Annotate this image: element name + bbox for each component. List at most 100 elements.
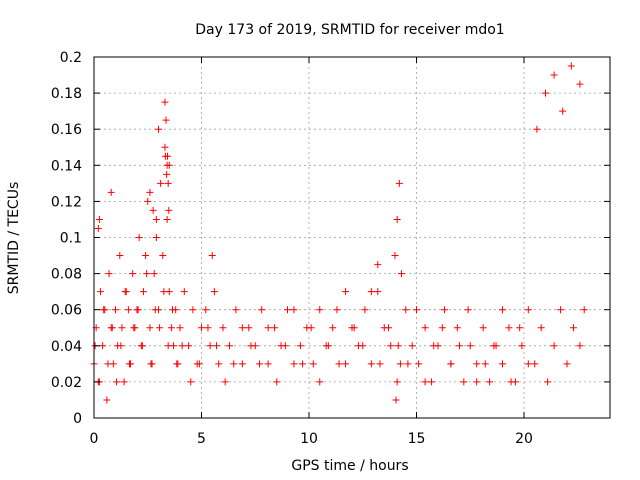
data-point (187, 378, 195, 386)
data-point (162, 116, 170, 124)
data-point (518, 342, 526, 350)
data-point (134, 306, 142, 314)
data-point (537, 324, 545, 332)
y-tick-label: 0.18 (51, 86, 82, 102)
data-point (95, 215, 103, 223)
data-point (135, 234, 143, 241)
data-point (533, 125, 541, 133)
data-point (189, 306, 197, 314)
data-point (143, 270, 151, 278)
data-point (296, 342, 304, 350)
data-point (180, 288, 188, 296)
data-point (247, 342, 255, 350)
data-point (559, 107, 567, 115)
data-point (215, 360, 223, 368)
data-point (415, 360, 423, 368)
data-point (163, 215, 171, 223)
data-point (440, 306, 448, 314)
data-point (120, 378, 128, 386)
data-point (342, 360, 350, 368)
data-point (164, 342, 172, 350)
data-point (524, 360, 532, 368)
data-point (544, 378, 552, 386)
data-point (557, 306, 565, 314)
y-tick-label: 0.08 (51, 267, 82, 283)
data-point (232, 306, 240, 314)
data-point (550, 71, 558, 79)
data-point (146, 188, 154, 196)
data-point (396, 360, 404, 368)
data-point (516, 324, 524, 332)
data-point (393, 378, 401, 386)
y-tick-label: 0 (73, 411, 82, 427)
data-point (219, 324, 227, 332)
data-point (94, 224, 102, 232)
data-point (142, 252, 150, 260)
data-point (198, 324, 205, 332)
data-point (290, 306, 298, 314)
data-point (576, 80, 584, 88)
data-point (221, 378, 229, 386)
data-point (284, 306, 291, 314)
data-point (367, 288, 375, 296)
x-tick-label: 15 (408, 431, 426, 447)
data-point (542, 89, 549, 97)
data-point (138, 342, 146, 350)
data-point (117, 342, 125, 350)
data-point (164, 179, 172, 187)
data-point (387, 342, 395, 350)
data-point (393, 215, 401, 223)
data-point (264, 360, 272, 368)
data-point (168, 306, 176, 314)
y-tick-label: 0.02 (51, 375, 82, 391)
data-point (225, 342, 233, 350)
data-point (161, 98, 169, 106)
data-point (165, 206, 173, 214)
data-point (230, 360, 238, 368)
data-point (118, 324, 126, 332)
data-point (374, 261, 382, 269)
axis-ticks: 0 0.02 0.04 0.06 0.08 0.1 0.12 0.14 0.16 0.18 0.2 0… (51, 50, 610, 447)
data-point (163, 170, 171, 178)
data-point (385, 324, 393, 332)
data-point (524, 306, 532, 314)
data-point (453, 324, 461, 332)
data-points (90, 62, 588, 404)
data-point (210, 288, 218, 296)
data-point (173, 360, 181, 368)
data-point (130, 324, 138, 332)
data-point (456, 342, 463, 350)
y-tick-label: 0.06 (51, 303, 82, 319)
data-point (121, 288, 129, 296)
data-point (151, 306, 159, 314)
data-point (108, 324, 116, 332)
data-point (238, 360, 246, 368)
data-point (394, 342, 402, 350)
data-point (124, 306, 132, 314)
data-point (104, 360, 112, 368)
data-point (307, 324, 315, 332)
data-point (576, 342, 584, 350)
data-point (447, 360, 455, 368)
data-point (156, 324, 164, 332)
data-point (213, 342, 221, 350)
data-point (113, 378, 121, 386)
data-point (150, 270, 158, 278)
data-point (125, 360, 133, 368)
data-point (333, 306, 341, 314)
chart-title: Day 173 of 2019, SRMTID for receiver mdo… (195, 22, 504, 38)
x-tick-label: 5 (197, 431, 206, 447)
y-tick-label: 0.16 (51, 122, 82, 138)
data-point (421, 378, 429, 386)
y-tick-label: 0.2 (60, 50, 82, 66)
data-point (413, 306, 420, 314)
data-point (195, 360, 203, 368)
data-point (178, 342, 186, 350)
data-point (505, 324, 513, 332)
data-point (404, 360, 412, 368)
data-point (397, 270, 405, 278)
data-point (290, 360, 298, 368)
data-point (161, 143, 169, 151)
